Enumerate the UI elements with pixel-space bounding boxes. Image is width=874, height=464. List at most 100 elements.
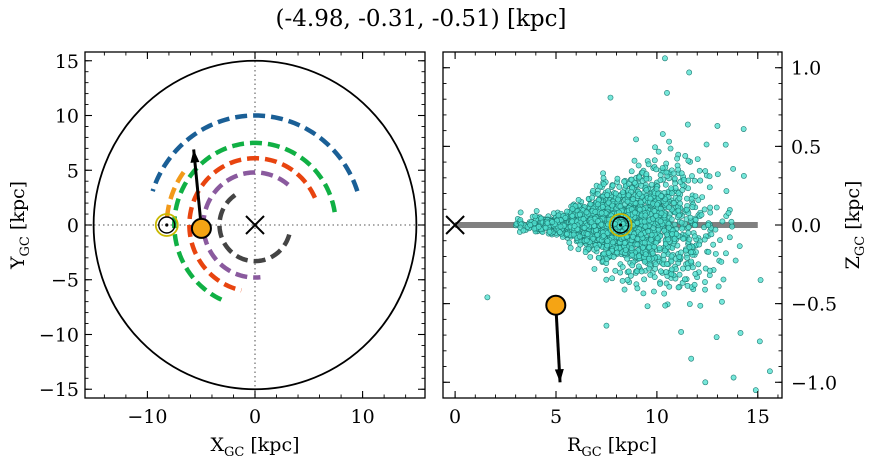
right-scatter-point [603,322,610,329]
right-scatter-point [636,174,643,181]
right-scatter-point [695,261,702,268]
right-scatter-point [670,170,677,177]
right-velocity-arrowhead [554,369,564,383]
right-scatter-point [535,223,542,230]
right-scatter-point [617,269,624,276]
right-scatter-point [722,141,729,148]
right-scatter-point [719,218,726,225]
right-scatter-point [617,203,624,210]
right-scatter-point [694,156,701,163]
right-scatter-point [702,279,708,285]
right-scatter-point [600,170,606,177]
right-scatter-point [713,334,720,341]
right-xtick-label: 0 [449,406,461,428]
right-scatter-point [636,206,643,213]
right-scatter-point [702,168,709,174]
left-sun-inner-ring [158,216,176,234]
right-ytick-label: 1.0 [791,58,821,80]
right-scatter-point [717,237,723,244]
right-scatter-point [679,187,686,193]
right-scatter-point [619,264,626,270]
right-scatter-point [690,264,696,271]
right-scatter-point [609,275,616,282]
right-scatter-point [576,211,583,218]
left-sun-outer-ring [154,213,179,237]
right-scatter-point [562,214,569,221]
right-scatter-point [726,234,733,241]
right-scatter-point [576,233,583,240]
right-sun-inner-ring [611,216,630,234]
right-scatter-point [725,210,732,216]
right-scatter-point [616,184,623,190]
spiral-arm-2 [172,140,337,303]
right-scatter-point [766,368,773,375]
right-scatter-point [642,251,649,258]
spiral-arm-5 [201,170,290,280]
right-scatter-point [669,190,675,197]
right-scatter-point [604,192,611,198]
right-scatter-point [631,209,638,216]
right-ytick-label: 0.0 [791,215,821,237]
right-scatter-point [556,229,563,236]
right-scatter-point [674,155,681,162]
right-scatter-point [647,195,654,202]
right-scatter-point [594,191,601,197]
right-xtick-label: 5 [550,406,562,428]
left-ytick-label: 10 [55,106,79,128]
right-scatter-point [668,216,675,223]
right-scatter-point [666,283,673,290]
right-scatter-point [520,227,527,234]
right-scatter-point [689,204,696,211]
right-scatter-point [621,240,628,246]
right-scatter-point [705,249,712,255]
right-scatter-point [691,281,698,288]
right-scatter-point [719,298,725,305]
right-scatter-point [757,277,764,283]
right-scatter-point [720,276,727,283]
right-scatter-point [649,250,656,257]
right-scatter-point [701,206,708,213]
right-scatter-point [599,204,606,210]
right-scatter-point [703,141,710,148]
right-scatter-point [589,194,596,201]
left-xtick-label: −10 [127,406,167,428]
right-scatter-point [631,157,638,164]
right-scatter-point [678,170,685,177]
right-scatter-point [732,257,739,264]
right-scatter-point [688,355,695,362]
right-scatter-point [680,235,687,242]
right-scatter-point [660,252,667,258]
right-scatter-point [685,265,691,271]
left-velocity-arrow [192,149,203,229]
right-scatter-point [668,253,675,260]
right-scatter-point [635,162,642,169]
right-scatter-point [612,190,619,197]
right-scatter-point [625,268,632,275]
right-scatter-point [634,219,641,226]
right-scatter-point [664,231,670,238]
right-scatter-point [752,387,759,394]
right-scatter-point [615,196,622,203]
right-scatter-point [641,218,648,225]
right-scatter-point [657,177,664,184]
right-scatter-point [675,166,681,173]
right-axes-frame [442,51,783,399]
right-scatter-point [636,190,643,197]
left-object-marker [190,217,212,239]
right-scatter-point [600,232,607,239]
right-scatter-point [671,235,678,242]
right-scatter-point [575,197,582,203]
right-xlabel: RGC [kpc] [567,434,657,460]
right-object-marker [545,294,567,316]
right-scatter-point [691,177,698,184]
right-scatter-point [730,165,737,172]
right-scatter-point [628,168,635,175]
right-scatter-point [642,212,649,219]
right-scatter-point [686,236,693,243]
left-ylabel: YGC [kpc] [7,181,33,270]
right-scatter-point [584,231,591,238]
right-scatter-point [668,185,675,192]
right-galactic-center-stroke-b [445,215,465,235]
right-scatter-point [707,204,714,211]
